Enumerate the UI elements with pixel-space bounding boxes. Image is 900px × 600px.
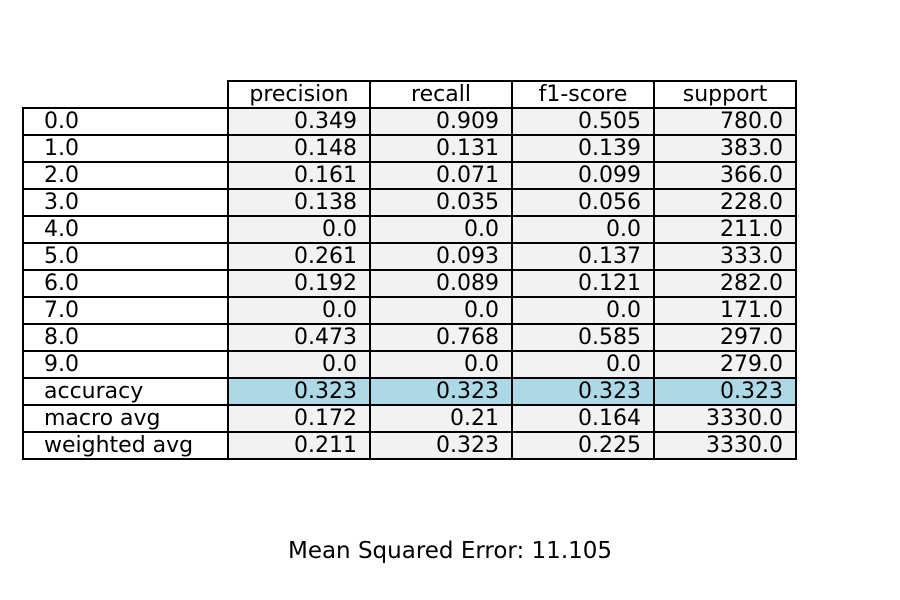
table-cell: 0.323: [511, 377, 655, 406]
table-row: accuracy 0.323 0.323 0.323 0.323: [22, 377, 797, 406]
table-cell: 171.0: [653, 296, 797, 325]
corner-cell: [23, 81, 228, 108]
row-label: 2.0: [22, 161, 229, 190]
table-cell: 0.0: [227, 350, 371, 379]
table-cell: 366.0: [653, 161, 797, 190]
table-row: 1.0 0.148 0.131 0.139 383.0: [22, 134, 797, 163]
table-cell: 0.0: [227, 296, 371, 325]
table-cell: 0.211: [227, 431, 371, 460]
table-cell: 0.0: [227, 215, 371, 244]
table-cell: 282.0: [653, 269, 797, 298]
table-row: 8.0 0.473 0.768 0.585 297.0: [22, 323, 797, 352]
table-cell: 0.0: [511, 296, 655, 325]
row-label: 1.0: [22, 134, 229, 163]
table-cell: 0.121: [511, 269, 655, 298]
row-label: 4.0: [22, 215, 229, 244]
row-label: weighted avg: [22, 431, 229, 460]
table-cell: 211.0: [653, 215, 797, 244]
table-cell: 0.099: [511, 161, 655, 190]
row-label: 9.0: [22, 350, 229, 379]
table-row: 9.0 0.0 0.0 0.0 279.0: [22, 350, 797, 379]
table-cell: 0.148: [227, 134, 371, 163]
header-row: precision recall f1-score support: [23, 80, 797, 109]
mse-footer: Mean Squared Error: 11.105: [287, 538, 613, 564]
table-row: 6.0 0.192 0.089 0.121 282.0: [22, 269, 797, 298]
table-cell: 0.0: [369, 215, 513, 244]
table-cell: 0.323: [369, 377, 513, 406]
table-cell: 0.137: [511, 242, 655, 271]
table-cell: 0.093: [369, 242, 513, 271]
table-cell: 0.192: [227, 269, 371, 298]
table-cell: 0.138: [227, 188, 371, 217]
table-cell: 0.056: [511, 188, 655, 217]
table-cell: 0.585: [511, 323, 655, 352]
table-cell: 0.161: [227, 161, 371, 190]
table-cell: 0.035: [369, 188, 513, 217]
row-label: 0.0: [22, 107, 229, 136]
table-cell: 0.139: [511, 134, 655, 163]
table-row: 0.0 0.349 0.909 0.505 780.0: [22, 107, 797, 136]
row-label: 5.0: [22, 242, 229, 271]
table-cell: 0.0: [369, 350, 513, 379]
row-label: 8.0: [22, 323, 229, 352]
table-cell: 0.172: [227, 404, 371, 433]
table-cell: 383.0: [653, 134, 797, 163]
table-cell: 279.0: [653, 350, 797, 379]
table-cell: 0.473: [227, 323, 371, 352]
table-row: 5.0 0.261 0.093 0.137 333.0: [22, 242, 797, 271]
table-row: weighted avg 0.211 0.323 0.225 3330.0: [22, 431, 797, 460]
table-cell: 0.909: [369, 107, 513, 136]
table-cell: 0.071: [369, 161, 513, 190]
row-label: macro avg: [22, 404, 229, 433]
table-row: macro avg 0.172 0.21 0.164 3330.0: [22, 404, 797, 433]
column-header: support: [653, 80, 797, 109]
classification-report-table: precision recall f1-score support 0.0 0.3…: [22, 80, 797, 460]
table-cell: 0.164: [511, 404, 655, 433]
table-cell: 0.261: [227, 242, 371, 271]
table-cell: 297.0: [653, 323, 797, 352]
table-row: 3.0 0.138 0.035 0.056 228.0: [22, 188, 797, 217]
column-header: precision: [227, 80, 371, 109]
table-cell: 0.089: [369, 269, 513, 298]
table-cell: 0.323: [369, 431, 513, 460]
table-cell: 0.0: [511, 350, 655, 379]
table-cell: 0.0: [511, 215, 655, 244]
row-label: 3.0: [22, 188, 229, 217]
row-label: 6.0: [22, 269, 229, 298]
table-cell: 3330.0: [653, 431, 797, 460]
column-header: f1-score: [511, 80, 655, 109]
table-cell: 0.225: [511, 431, 655, 460]
table-cell: 0.21: [369, 404, 513, 433]
table-cell: 0.768: [369, 323, 513, 352]
table-cell: 228.0: [653, 188, 797, 217]
table-cell: 0.323: [227, 377, 371, 406]
table-cell: 333.0: [653, 242, 797, 271]
table-cell: 780.0: [653, 107, 797, 136]
table-cell: 0.323: [653, 377, 797, 406]
table-cell: 0.505: [511, 107, 655, 136]
row-label: 7.0: [22, 296, 229, 325]
row-label: accuracy: [22, 377, 229, 406]
table-row: 7.0 0.0 0.0 0.0 171.0: [22, 296, 797, 325]
table-row: 4.0 0.0 0.0 0.0 211.0: [22, 215, 797, 244]
table-cell: 3330.0: [653, 404, 797, 433]
column-header: recall: [369, 80, 513, 109]
table-body: 0.0 0.349 0.909 0.505 780.0 1.0 0.148 0.131 0.13…: [22, 107, 797, 460]
table-cell: 0.349: [227, 107, 371, 136]
table-cell: 0.131: [369, 134, 513, 163]
table-cell: 0.0: [369, 296, 513, 325]
table-row: 2.0 0.161 0.071 0.099 366.0: [22, 161, 797, 190]
